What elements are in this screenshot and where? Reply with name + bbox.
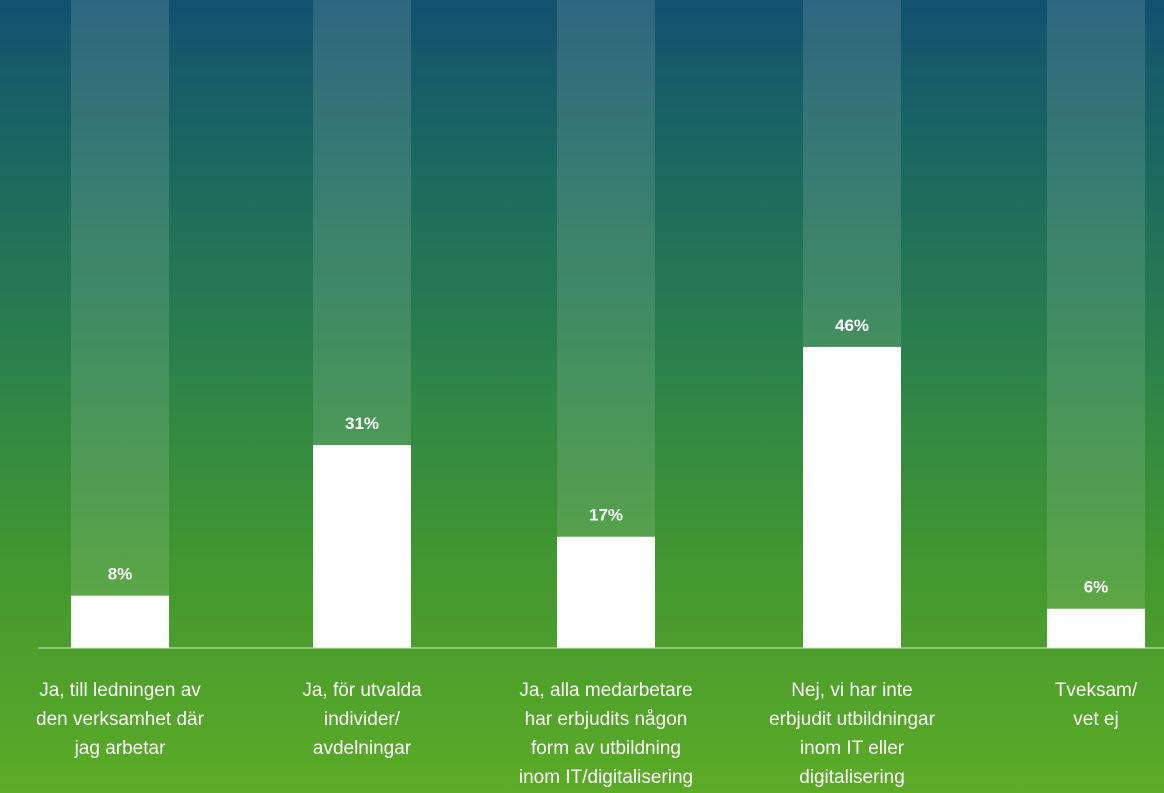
category-label: Ja, alla medarbetare har erbjudits någon… <box>518 680 694 788</box>
bar <box>71 595 169 648</box>
bar <box>803 346 901 648</box>
bar-value-label: 8% <box>108 565 133 584</box>
bar-tracks <box>71 0 1145 648</box>
category-label: Ja, till ledningen av den verksamhet där… <box>36 680 204 759</box>
bar <box>313 445 411 648</box>
bar-track <box>1047 0 1145 648</box>
bar-value-label: 31% <box>345 414 379 433</box>
bars <box>71 346 1145 648</box>
bar-value-label: 46% <box>835 316 869 335</box>
bar-value-label: 6% <box>1084 578 1109 597</box>
value-labels: 8% 31% 17% 46% 6% <box>108 316 1109 597</box>
category-label: Nej, vi har inte erbjudit utbildningar i… <box>769 680 935 788</box>
bar-track <box>71 0 169 648</box>
category-label: Ja, för utvalda individer/ avdelningar <box>302 680 422 759</box>
category-label: Tveksam/ vet ej <box>1054 680 1138 730</box>
bar <box>557 536 655 648</box>
bar-value-label: 17% <box>589 506 623 525</box>
bar <box>1047 608 1145 648</box>
